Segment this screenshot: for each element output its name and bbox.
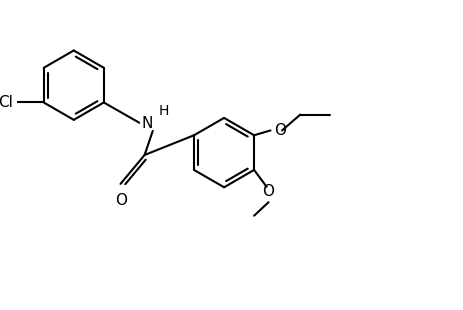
- Text: H: H: [158, 104, 169, 118]
- Text: O: O: [115, 193, 127, 208]
- Text: O: O: [263, 184, 275, 199]
- Text: Cl: Cl: [0, 95, 13, 110]
- Text: N: N: [141, 116, 153, 131]
- Text: O: O: [275, 123, 286, 138]
